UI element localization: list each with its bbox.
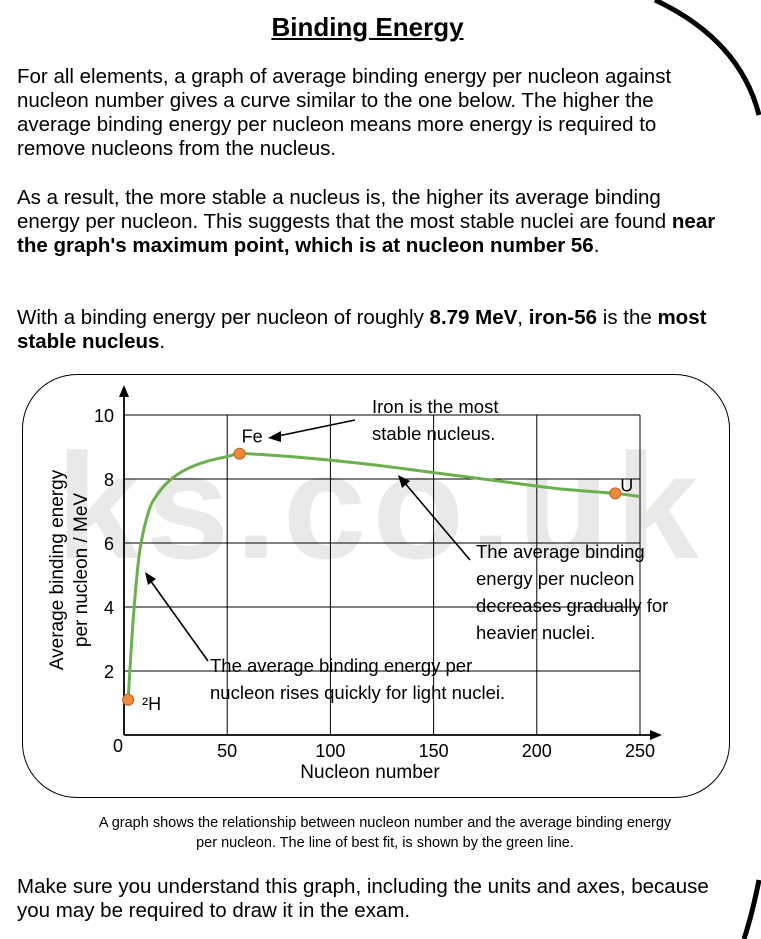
annotation-light-line-2: nucleon rises quickly for light nuclei. bbox=[210, 682, 505, 703]
figure-caption: A graph shows the relationship between n… bbox=[30, 813, 740, 853]
arrow-heavy bbox=[403, 481, 471, 561]
y-tick-label-2: 2 bbox=[104, 662, 114, 682]
iron-isotope: iron-56 bbox=[528, 306, 598, 329]
point-U bbox=[609, 487, 622, 500]
point-²H bbox=[122, 693, 135, 706]
iron-text-1: With a binding energy per nucleon of rou… bbox=[17, 306, 430, 329]
iron-text-4: . bbox=[159, 330, 166, 353]
point-label-²H: ²H bbox=[142, 694, 161, 714]
y-tick-label-4: 4 bbox=[104, 598, 114, 618]
intro-paragraph: For all elements, a graph of average bin… bbox=[17, 65, 672, 160]
annotation-light-line-1: The average binding energy per bbox=[210, 655, 472, 676]
x-axis-arrow bbox=[650, 730, 662, 740]
x-axis-label: Nucleon number bbox=[300, 762, 440, 783]
iron-value: 8.79 MeV bbox=[429, 306, 518, 329]
origin-label: 0 bbox=[113, 736, 123, 756]
y-axis-label-line-1: Average binding energy bbox=[47, 469, 68, 670]
stability-text: As a result, the more stable a nucleus i… bbox=[17, 186, 672, 233]
arrow-light-head bbox=[145, 572, 156, 585]
arrow-iron bbox=[277, 419, 356, 437]
y-axis-label-line-2: per nucleon / MeV bbox=[71, 493, 92, 648]
chart-tick-labels: 2 4 6 8 10 50 100 150 200 250 bbox=[94, 406, 655, 761]
arrow-light bbox=[149, 579, 209, 662]
iron-text-3: is the bbox=[597, 306, 658, 329]
iron-paragraph: With a binding energy per nucleon of rou… bbox=[17, 306, 717, 354]
caption-line-2: per nucleon. The line of best fit, is sh… bbox=[196, 835, 574, 851]
arrow-iron-head bbox=[268, 431, 281, 442]
point-label-U: U bbox=[620, 475, 633, 495]
iron-text-2: , bbox=[517, 306, 529, 329]
chart-grid bbox=[124, 414, 641, 735]
iron-stable: most stable nucleus bbox=[17, 306, 707, 353]
annotation-iron-line-1: Iron is the most bbox=[372, 396, 498, 417]
point-Fe bbox=[233, 447, 246, 460]
annotation-heavy: The average binding energy per nucleon d… bbox=[476, 541, 668, 643]
x-tick-label-150: 150 bbox=[419, 741, 449, 761]
stability-bold: near the graph's maximum point, which is… bbox=[17, 210, 716, 257]
x-tick-label-200: 200 bbox=[522, 741, 552, 761]
arrow-heavy-head bbox=[398, 475, 410, 488]
annotation-arrows bbox=[145, 419, 471, 662]
annotation-heavy-line-1: The average binding bbox=[476, 541, 645, 562]
x-tick-label-100: 100 bbox=[315, 741, 345, 761]
stability-paragraph: As a result, the more stable a nucleus i… bbox=[17, 186, 717, 258]
page-title: Binding Energy bbox=[271, 12, 464, 42]
annotation-light: The average binding energy per nucleon r… bbox=[210, 655, 505, 703]
annotation-heavy-line-4: heavier nuclei. bbox=[476, 622, 595, 643]
point-label-Fe: Fe bbox=[242, 427, 263, 447]
x-tick-label-250: 250 bbox=[625, 741, 655, 761]
annotation-heavy-line-2: energy per nucleon bbox=[476, 568, 634, 589]
stability-end: . bbox=[593, 234, 600, 257]
x-tick-label-50: 50 bbox=[217, 741, 237, 761]
y-tick-label-6: 6 bbox=[104, 534, 114, 554]
chart-points: ²H Fe U bbox=[122, 427, 633, 714]
exam-note: Make sure you understand this graph, inc… bbox=[17, 875, 709, 922]
y-tick-label-8: 8 bbox=[104, 470, 114, 490]
y-tick-label-10: 10 bbox=[94, 406, 114, 426]
chart-axes bbox=[119, 385, 662, 740]
annotation-iron: Iron is the most stable nucleus. bbox=[372, 396, 498, 444]
chart-frame bbox=[22, 374, 730, 798]
y-axis-arrow bbox=[119, 385, 129, 397]
annotation-iron-line-2: stable nucleus. bbox=[372, 423, 495, 444]
annotation-heavy-line-3: decreases gradually for bbox=[476, 595, 668, 616]
caption-line-1: A graph shows the relationship between n… bbox=[98, 815, 672, 831]
binding-energy-curve bbox=[126, 452, 641, 700]
